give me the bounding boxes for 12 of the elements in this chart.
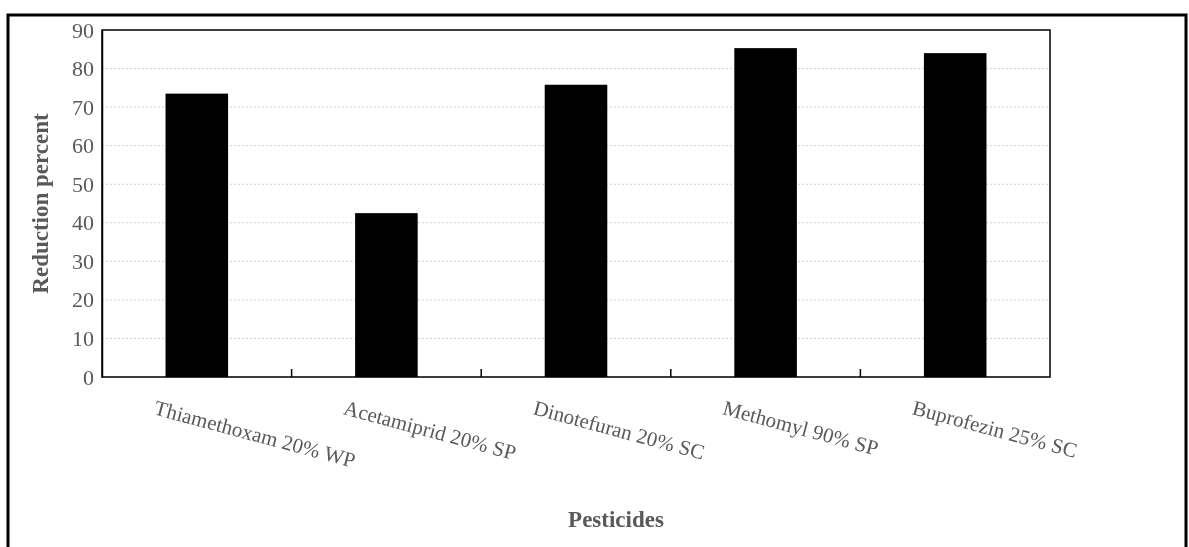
y-tick-label: 40 [72, 210, 94, 236]
y-axis-title: Reduction percent [28, 112, 53, 294]
y-tick-label: 80 [72, 56, 94, 82]
y-tick-label: 60 [72, 133, 94, 159]
x-axis-title: Pesticides [568, 507, 664, 532]
y-tick-label: 0 [83, 364, 94, 390]
y-tick-label: 20 [72, 287, 94, 313]
y-tick-label: 50 [72, 171, 94, 197]
y-tick-label: 70 [72, 94, 94, 120]
y-tick-label: 10 [72, 325, 94, 351]
y-tick-label: 90 [72, 17, 94, 43]
y-tick-label: 30 [72, 248, 94, 274]
